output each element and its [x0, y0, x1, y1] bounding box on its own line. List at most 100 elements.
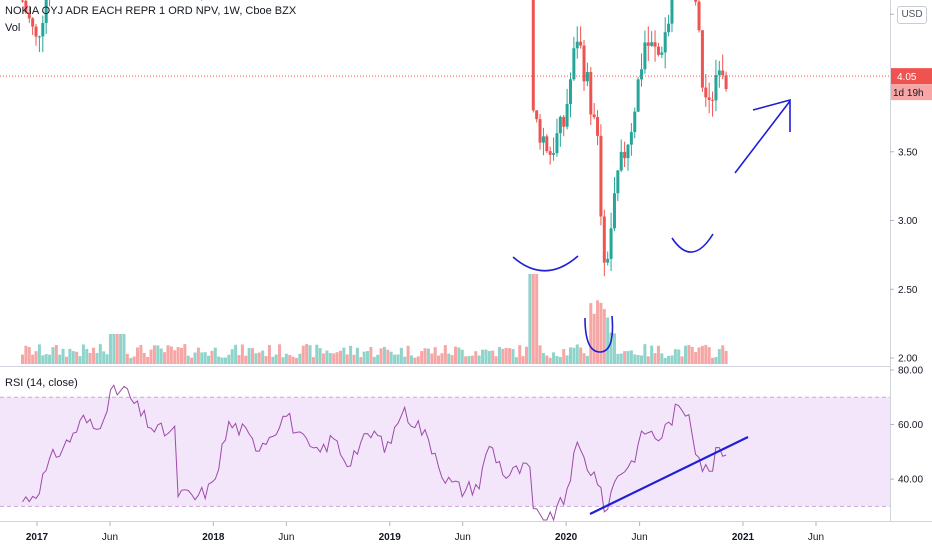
candle-body [714, 75, 718, 101]
volume-bar [599, 302, 603, 364]
candle-body [548, 151, 552, 155]
volume-bar [58, 354, 62, 364]
volume-bar [230, 349, 234, 364]
volume-bar [521, 356, 525, 364]
annotation-head-arc [584, 315, 614, 353]
volume-bar [545, 355, 549, 364]
volume-bar [244, 355, 248, 364]
volume-bar [223, 357, 227, 364]
last-price-tag-bg [891, 68, 932, 85]
volume-bar [24, 345, 28, 364]
volume-bar [683, 345, 687, 364]
volume-bar [413, 357, 417, 364]
volume-bar [362, 351, 366, 364]
volume-bar [325, 350, 329, 364]
volume-bar [21, 354, 25, 364]
volume-bar [694, 352, 698, 364]
volume-bar [44, 354, 48, 364]
candle-body [592, 114, 596, 118]
candle-body [643, 42, 647, 70]
volume-bar [531, 274, 535, 364]
volume-bar [240, 344, 244, 364]
volume-bar [673, 349, 677, 364]
volume-bar [149, 349, 153, 364]
volume-bar [193, 352, 197, 364]
candle-body [619, 151, 623, 171]
rsi-series-line [22, 384, 727, 522]
volume-bar [477, 355, 481, 364]
volume-bar [643, 344, 647, 364]
candle-body [572, 48, 576, 80]
volume-bar [416, 356, 420, 364]
candle-body [711, 99, 715, 101]
volume-bar [612, 333, 616, 364]
volume-bar [159, 348, 163, 364]
volume-bar [629, 350, 633, 364]
volume-bar [332, 353, 336, 364]
volume-bar [54, 345, 58, 364]
candle-body [34, 26, 38, 37]
volume-bar [251, 348, 255, 364]
volume-bar [173, 350, 177, 364]
volume-bar [467, 355, 471, 364]
volume-bar [298, 353, 302, 364]
rsi-label: RSI (14, close) [5, 377, 78, 389]
volume-bar [410, 355, 414, 364]
time-tick-label: Jun [278, 532, 294, 543]
candle-body [707, 97, 711, 100]
rsi-line [22, 384, 727, 522]
volume-bar [663, 357, 667, 364]
time-tick-label: 2018 [202, 532, 225, 543]
volume-bar [78, 356, 82, 364]
volume-bar [640, 355, 644, 364]
volume-bar [497, 346, 501, 364]
volume-bar [355, 347, 359, 364]
axes: 6.506.005.505.004.503.503.002.502.004.05… [26, 10, 932, 543]
volume-bar [139, 344, 143, 364]
drawings[interactable] [512, 98, 791, 515]
volume-bar [596, 300, 600, 364]
volume-bar [636, 355, 640, 364]
volume-bar [349, 345, 353, 364]
volume-bar [707, 347, 711, 364]
volume-bar [136, 347, 140, 364]
volume-bar [372, 356, 376, 364]
volume-bar [525, 346, 529, 364]
volume-bar [311, 357, 315, 364]
volume-bar [724, 350, 728, 364]
volume-bar [670, 355, 674, 364]
volume-bar [352, 354, 356, 364]
rsi-band-fill [0, 397, 890, 507]
currency-button[interactable]: USD [897, 6, 927, 24]
volume-bar [68, 348, 72, 364]
candle-body [653, 42, 657, 47]
volume-bar [342, 347, 346, 364]
volume-bar [98, 344, 102, 364]
volume-bar [602, 309, 606, 364]
volume-bar [443, 345, 447, 364]
volume-bar [704, 344, 708, 364]
volume-bar [426, 348, 430, 364]
candle-body [700, 30, 704, 88]
volume-bar [423, 348, 427, 364]
price-candles [21, 0, 728, 277]
volume-bar [264, 356, 268, 364]
volume-bar [399, 347, 403, 364]
volume-bar [31, 354, 35, 364]
volume-bar [196, 347, 200, 364]
volume-bar [511, 349, 515, 364]
candle-body [646, 42, 650, 46]
countdown-tag: 1d 19h [893, 88, 924, 99]
candle-body [37, 36, 41, 38]
volume-bar [518, 345, 522, 364]
volume-label: Vol [5, 22, 21, 34]
price-tick-label: 3.50 [898, 147, 918, 158]
volume-bar [376, 354, 380, 364]
volume-bar [322, 353, 326, 364]
rsi-band [0, 396, 890, 507]
annotation-left-shoulder-arc [512, 255, 579, 272]
annotation-target-arrow-shaft [734, 100, 791, 174]
candle-body [31, 18, 35, 27]
volume-bar [48, 354, 52, 364]
